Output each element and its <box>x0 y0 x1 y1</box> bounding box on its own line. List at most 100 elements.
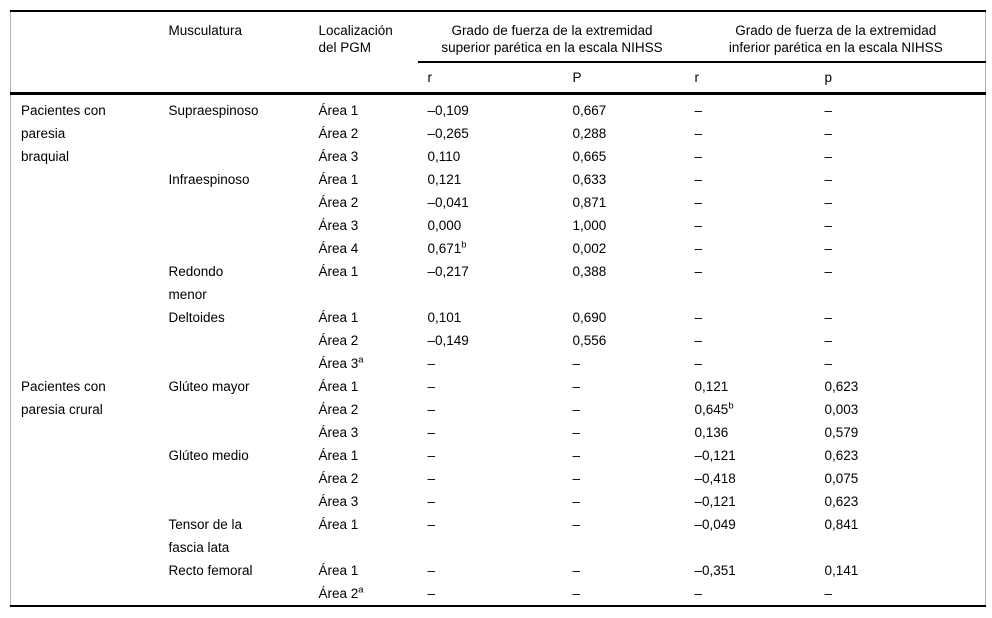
cell-p-inferior: 0,579 <box>815 421 986 444</box>
cell-r-superior-value: 0,101 <box>427 310 462 325</box>
cell-p-superior: – <box>563 559 685 582</box>
cell-area-value: Área 1 <box>318 172 359 187</box>
cell-r-inferior: –0,121 <box>685 490 815 513</box>
table-body: Pacientes con paresia braquial Supraespin… <box>11 94 986 607</box>
cell-area-value: Área 2 <box>318 402 359 417</box>
cell-r-inferior: – <box>685 122 815 145</box>
cell-r-inferior: –0,049 <box>685 513 815 559</box>
cell-r-inferior-value: 0,121 <box>694 379 729 394</box>
cell-p-superior: – <box>563 375 685 398</box>
cell-p-inferior: – <box>815 94 986 123</box>
cell-p-superior: 0,288 <box>563 122 685 145</box>
cell-r-superior: – <box>418 352 563 375</box>
correlation-table: Musculatura Localización del PGM Grado d… <box>10 10 987 607</box>
cell-area-value: Área 3 <box>318 494 359 509</box>
cell-p-superior: 1,000 <box>563 214 685 237</box>
cell-r-inferior: – <box>685 237 815 260</box>
cell-p-superior: – <box>563 444 685 467</box>
cell-area-value: Área 2 <box>318 333 359 348</box>
cell-r-superior: 0,000 <box>418 214 563 237</box>
cell-muscle: Recto femoral <box>168 563 253 578</box>
cell-p-inferior: – <box>815 191 986 214</box>
header-row-statistics: r P r p <box>10 62 986 95</box>
cell-r-superior: – <box>418 398 563 421</box>
cell-area-value: Área 1 <box>318 310 359 325</box>
cell-p-inferior: – <box>815 214 986 237</box>
cell-r-inferior: – <box>685 214 815 237</box>
cell-p-inferior: – <box>815 145 986 168</box>
cell-r-superior: – <box>418 375 563 398</box>
table-row: Pacientes con paresia braquial Supraespin… <box>11 94 986 164</box>
cell-area-value: Área 2 <box>318 471 359 486</box>
cell-r-inferior-value: – <box>694 149 703 164</box>
cell-p-superior: 0,388 <box>563 260 685 306</box>
cell-area: Área 1 <box>309 559 418 582</box>
table-row: Área 2 – – –0,418 0,075 <box>11 467 986 490</box>
cell-area: Área 1 <box>309 306 418 329</box>
cell-muscle: Tensor de la fascia lata <box>168 517 243 555</box>
cell-r-superior-value: –0,217 <box>427 264 469 279</box>
cell-r-inferior-value: – <box>694 356 703 371</box>
cell-r-superior-value: –0,109 <box>427 103 469 118</box>
cell-area-value: Área 3 <box>318 149 359 164</box>
cell-p-superior-value: – <box>572 471 581 486</box>
cell-r-inferior: 0,121 <box>685 375 815 398</box>
cell-area: Área 3 <box>309 214 418 237</box>
cell-muscle: Redondo menor <box>168 264 224 302</box>
cell-r-superior: –0,149 <box>418 329 563 352</box>
cell-p-superior-value: 0,388 <box>572 264 607 279</box>
cell-r-inferior-value: – <box>694 333 703 348</box>
cell-p-inferior-value: 0,623 <box>824 448 859 463</box>
cell-r-superior-value: – <box>427 356 436 371</box>
cell-area: Área 2 <box>309 122 418 145</box>
cell-r-inferior-value: –0,418 <box>694 471 736 486</box>
cell-r-superior-value: – <box>427 517 436 532</box>
cell-p-inferior: – <box>815 168 986 191</box>
table-row: Área 3 0,110 0,665 – – <box>11 145 986 168</box>
cell-p-inferior: 0,623 <box>815 375 986 398</box>
cell-area: Área 2 <box>309 467 418 490</box>
table-header: Musculatura Localización del PGM Grado d… <box>10 11 986 95</box>
cell-p-superior: – <box>563 421 685 444</box>
table-row: Recto femoral Área 1 – – –0,351 0,141 <box>11 559 986 582</box>
table-row: Pacientes con paresia crural Glúteo mayor… <box>11 375 986 417</box>
col-header-p-superior: P <box>562 62 685 95</box>
cell-muscle: Deltoides <box>168 310 225 325</box>
cell-r-inferior-value: – <box>694 241 703 256</box>
cell-r-superior-value: – <box>427 563 436 578</box>
table-row: Área 2 –0,149 0,556 – – <box>11 329 986 352</box>
cell-r-inferior: –0,121 <box>685 444 815 467</box>
cell-p-superior-value: 0,002 <box>572 241 607 256</box>
cell-muscle: Glúteo mayor <box>168 379 250 394</box>
cell-area-value: Área 3 <box>318 425 359 440</box>
cell-area-value: Área 2 <box>318 195 359 210</box>
cell-r-superior-value: – <box>427 402 436 417</box>
cell-muscle: Infraespinoso <box>168 172 250 187</box>
cell-p-inferior: – <box>815 237 986 260</box>
cell-p-superior-value: – <box>572 402 581 417</box>
cell-p-inferior-value: 0,579 <box>824 425 859 440</box>
cell-r-superior-value: –0,265 <box>427 126 469 141</box>
cell-p-superior-value: 0,871 <box>572 195 607 210</box>
cell-area-value: Área 2 <box>318 586 359 601</box>
col-header-r-inferior: r <box>684 62 815 95</box>
cell-r-inferior: – <box>685 582 815 606</box>
cell-area: Área 2a <box>309 582 418 606</box>
cell-r-superior: 0,121 <box>418 168 563 191</box>
table-row: Redondo menor Área 1 –0,217 0,388 – – <box>11 260 986 306</box>
cell-p-superior-value: – <box>572 586 581 601</box>
cell-r-inferior-value: –0,351 <box>694 563 736 578</box>
cell-area-value: Área 1 <box>318 517 359 532</box>
cell-r-superior: –0,041 <box>418 191 563 214</box>
cell-p-inferior: – <box>815 122 986 145</box>
cell-p-inferior-value: – <box>824 126 833 141</box>
cell-p-superior: 0,690 <box>563 306 685 329</box>
cell-p-inferior: – <box>815 306 986 329</box>
cell-p-superior-value: 0,288 <box>572 126 607 141</box>
cell-p-inferior-value: 0,141 <box>824 563 859 578</box>
cell-area: Área 3 <box>309 490 418 513</box>
cell-r-inferior-value: – <box>694 264 703 279</box>
cell-r-inferior-value: – <box>694 218 703 233</box>
cell-r-inferior: – <box>685 145 815 168</box>
